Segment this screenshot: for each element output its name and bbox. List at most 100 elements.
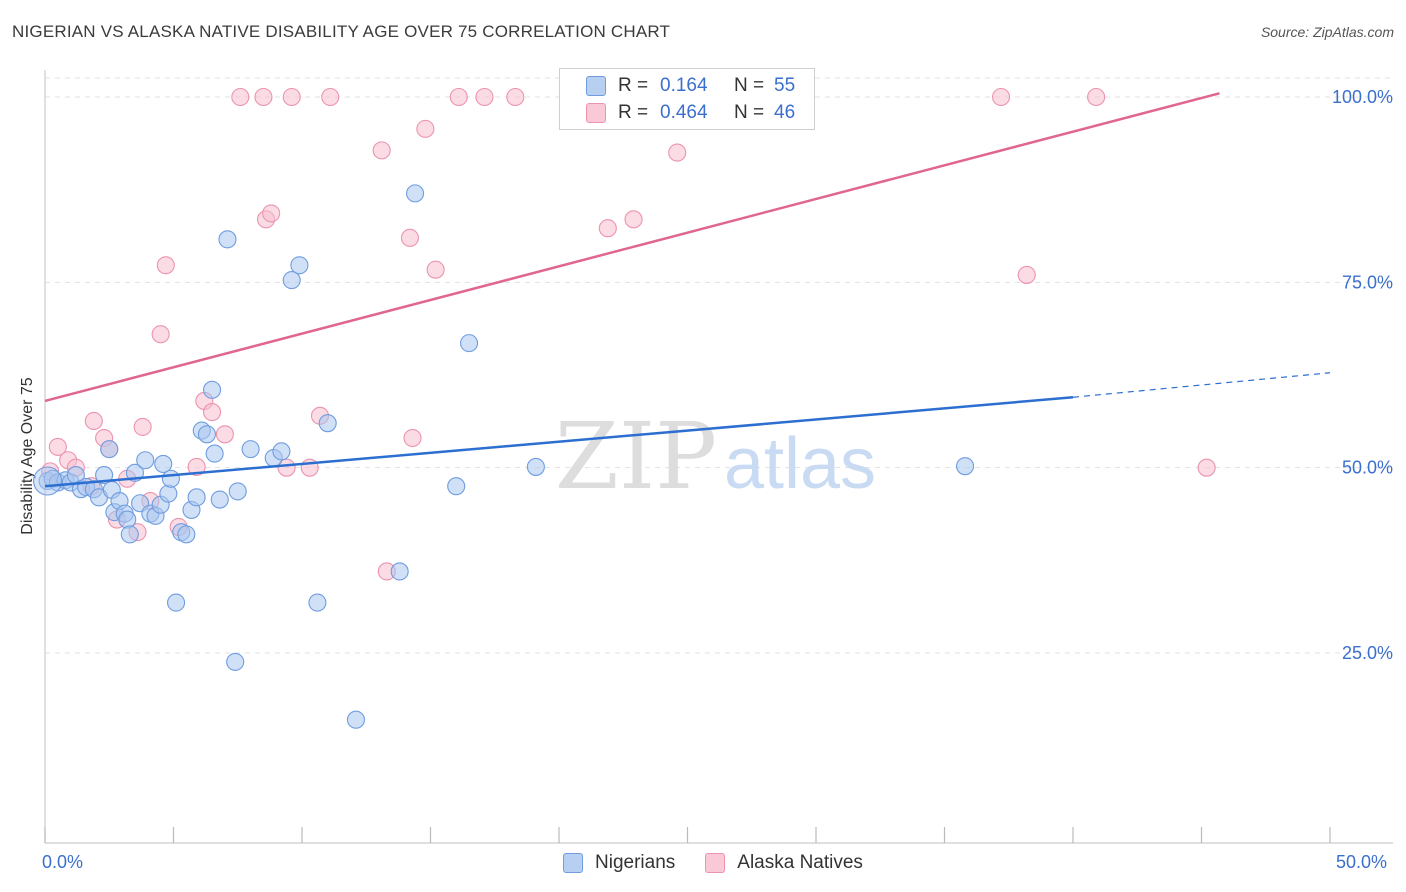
nigerian-point-cluster — [33, 466, 63, 496]
alaska-native-point — [506, 87, 525, 107]
alaska-native-point — [282, 87, 301, 107]
legend-swatch-pink — [586, 103, 606, 123]
legend-r-label: R = — [618, 102, 649, 123]
legend-label-alaska-natives: Alaska Natives — [737, 852, 863, 873]
nigerians-trend-extension — [1072, 372, 1331, 398]
nigerian-point — [318, 414, 337, 433]
legend-n-value: 55 — [774, 75, 796, 96]
nigerian-point — [241, 440, 260, 459]
alaska-native-point — [372, 141, 391, 160]
nigerian-point — [459, 334, 479, 353]
nigerian-point — [210, 490, 229, 509]
y-tick-label: 100.0% — [1332, 87, 1393, 107]
alaska-native-point — [449, 87, 468, 107]
alaska-native-point — [84, 411, 103, 431]
y-tick-labels: 25.0% 50.0% 75.0% 100.0% — [1332, 87, 1393, 663]
nigerians-trend-line — [44, 395, 1074, 488]
alaska-native-point — [991, 87, 1011, 107]
alaska-native-point — [400, 228, 419, 247]
alaska-native-point — [215, 425, 234, 444]
alaska-native-point — [156, 256, 175, 275]
nigerian-point — [118, 510, 137, 529]
alaska-native-point — [416, 119, 435, 138]
legend-r-label: R = — [618, 75, 649, 96]
x-axis-max-label: 50.0% — [1336, 852, 1388, 872]
alaska-native-point — [277, 458, 296, 477]
watermark-zip: ZIP — [555, 403, 717, 510]
nigerian-point — [526, 457, 545, 476]
legend-item-alaska-natives[interactable]: Alaska Natives — [705, 852, 863, 874]
alaska-native-point — [1017, 265, 1036, 284]
alaska-native-point — [1087, 87, 1106, 107]
nigerian-point — [159, 484, 178, 503]
nigerian-point — [346, 710, 366, 729]
nigerian-point — [290, 256, 309, 275]
stats-legend: R = 0.164 N = 55 R = 0.464 N = 46 — [559, 68, 815, 130]
axes — [44, 70, 1393, 844]
y-tick-label: 50.0% — [1342, 458, 1393, 478]
legend-label-nigerians: Nigerians — [595, 852, 676, 873]
alaska-native-point — [203, 403, 222, 422]
watermark: ZIP atlas — [555, 403, 876, 510]
legend-row-nigerians: R = 0.164 N = 55 — [586, 74, 795, 98]
nigerian-point — [154, 454, 173, 474]
alaska-native-point — [426, 260, 445, 279]
x-axis-min-label: 0.0% — [42, 852, 84, 872]
trend-lines — [44, 92, 1331, 488]
nigerian-point — [406, 184, 425, 203]
series-legend: Nigerians Alaska Natives — [563, 852, 893, 874]
nigerian-point — [228, 482, 247, 501]
alaska-native-point — [262, 204, 281, 223]
alaska-native-point — [624, 210, 643, 229]
nigerian-point — [282, 271, 301, 290]
y-tick-label: 75.0% — [1342, 272, 1393, 292]
y-tick-label: 25.0% — [1342, 643, 1393, 663]
nigerian-point — [95, 466, 114, 485]
nigerian-point — [956, 457, 975, 476]
nigerians-points — [33, 184, 975, 729]
alaska-native-point — [475, 87, 494, 107]
nigerian-point — [308, 593, 327, 612]
legend-n-label: N = — [734, 75, 765, 96]
nigerian-point — [177, 525, 196, 544]
alaska-native-point — [254, 87, 273, 107]
gridlines — [45, 77, 1393, 654]
legend-swatch-blue — [586, 76, 606, 96]
source-credit: Source: ZipAtlas.com — [1260, 24, 1394, 40]
alaska-native-point — [598, 219, 617, 238]
legend-n-label: N = — [734, 102, 765, 123]
alaska-native-point — [321, 87, 340, 107]
nigerian-point — [205, 444, 224, 463]
nigerian-point — [226, 652, 245, 671]
legend-row-alaska: R = 0.464 N = 46 — [586, 101, 795, 125]
nigerian-point — [447, 477, 466, 496]
alaska-native-point — [133, 417, 152, 436]
legend-item-nigerians[interactable]: Nigerians — [563, 852, 675, 874]
alaska-native-point — [668, 143, 687, 162]
legend-r-value: 0.164 — [660, 75, 708, 96]
alaska-native-point — [403, 428, 422, 448]
nigerian-point — [272, 442, 291, 461]
alaska-native-point — [48, 437, 67, 456]
nigerian-point — [218, 230, 237, 249]
legend-n-value: 46 — [774, 102, 796, 123]
alaska-native-point — [1197, 458, 1216, 477]
legend-swatch-pink — [705, 853, 726, 873]
nigerian-point — [136, 451, 155, 470]
alaska-native-point — [187, 457, 206, 476]
legend-swatch-blue — [563, 853, 583, 873]
nigerian-point — [197, 425, 216, 444]
nigerian-point — [100, 440, 119, 459]
nigerian-point — [161, 469, 180, 488]
nigerian-point — [167, 593, 186, 612]
chart-title: NIGERIAN VS ALASKA NATIVE DISABILITY AGE… — [12, 22, 671, 41]
nigerian-point — [203, 380, 222, 399]
alaska-native-point — [151, 325, 170, 344]
nigerian-point — [120, 525, 139, 544]
alaska-native-point — [231, 87, 250, 107]
nigerian-point — [390, 562, 409, 581]
alaska-natives-trend-line — [44, 92, 1220, 403]
nigerian-point — [187, 488, 206, 507]
legend-r-value: 0.464 — [660, 102, 708, 123]
